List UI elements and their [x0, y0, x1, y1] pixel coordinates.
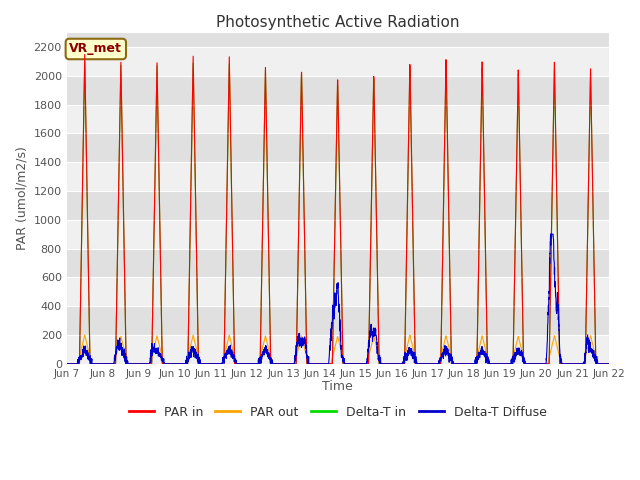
Text: VR_met: VR_met — [69, 43, 122, 56]
Y-axis label: PAR (umol/m2/s): PAR (umol/m2/s) — [15, 146, 28, 250]
Bar — [67, 335, 609, 364]
Legend: PAR in, PAR out, Delta-T in, Delta-T Diffuse: PAR in, PAR out, Delta-T in, Delta-T Dif… — [124, 401, 552, 424]
Bar — [67, 306, 609, 335]
Bar — [67, 249, 609, 277]
Bar — [67, 220, 609, 249]
Bar — [67, 162, 609, 191]
Bar — [67, 18, 609, 47]
Bar — [67, 105, 609, 133]
Bar — [67, 76, 609, 105]
Title: Photosynthetic Active Radiation: Photosynthetic Active Radiation — [216, 15, 460, 30]
Bar — [67, 47, 609, 76]
Bar — [67, 277, 609, 306]
X-axis label: Time: Time — [323, 380, 353, 393]
Bar — [67, 191, 609, 220]
Bar — [67, 133, 609, 162]
